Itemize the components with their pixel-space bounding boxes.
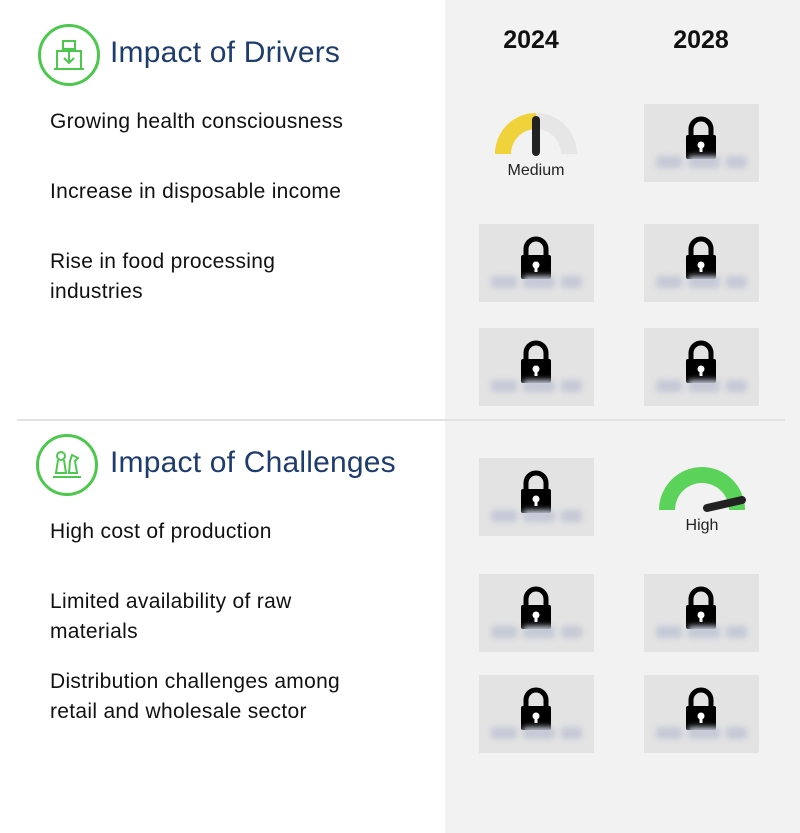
locked-tile[interactable] (644, 328, 759, 406)
locked-tile[interactable] (479, 458, 594, 536)
year-2024-header: 2024 (503, 26, 559, 54)
locked-tile[interactable] (479, 328, 594, 406)
driver-label-3: Rise in food processing industries (50, 250, 276, 303)
high-gauge: High (647, 462, 757, 542)
drivers-title: Impact of Drivers (110, 36, 341, 69)
lock-icon (686, 687, 716, 730)
locked-tile[interactable] (479, 675, 594, 753)
challenge-label-3: Distribution challenges among retail and… (50, 670, 341, 723)
lock-icon (521, 236, 551, 279)
lock-icon (521, 340, 551, 383)
challenges-title: Impact of Challenges (110, 446, 396, 479)
medium-gauge: Medium (481, 108, 591, 188)
locked-tile[interactable] (644, 224, 759, 302)
lock-icon (521, 586, 551, 629)
year-2028-header: 2028 (673, 26, 729, 54)
driver-label-2: Increase in disposable income (50, 180, 342, 203)
locked-tile[interactable] (479, 574, 594, 652)
driver-label-1: Growing health consciousness (50, 110, 344, 133)
locked-tile[interactable] (479, 224, 594, 302)
lock-icon (686, 586, 716, 629)
gauge-label-medium: Medium (507, 162, 565, 179)
lock-icon (686, 340, 716, 383)
gauge-label-high: High (685, 517, 719, 534)
lock-icon (686, 236, 716, 279)
challenge-label-1: High cost of production (50, 520, 272, 543)
locked-tile[interactable] (644, 104, 759, 182)
lock-icon (686, 116, 716, 159)
factory-icon (38, 24, 100, 86)
section-divider (17, 419, 785, 421)
challenge-label-2: Limited availability of raw materials (50, 590, 292, 643)
chess-pieces-icon (36, 434, 98, 496)
lock-icon (521, 687, 551, 730)
lock-icon (521, 470, 551, 513)
locked-tile[interactable] (644, 574, 759, 652)
locked-tile[interactable] (644, 675, 759, 753)
